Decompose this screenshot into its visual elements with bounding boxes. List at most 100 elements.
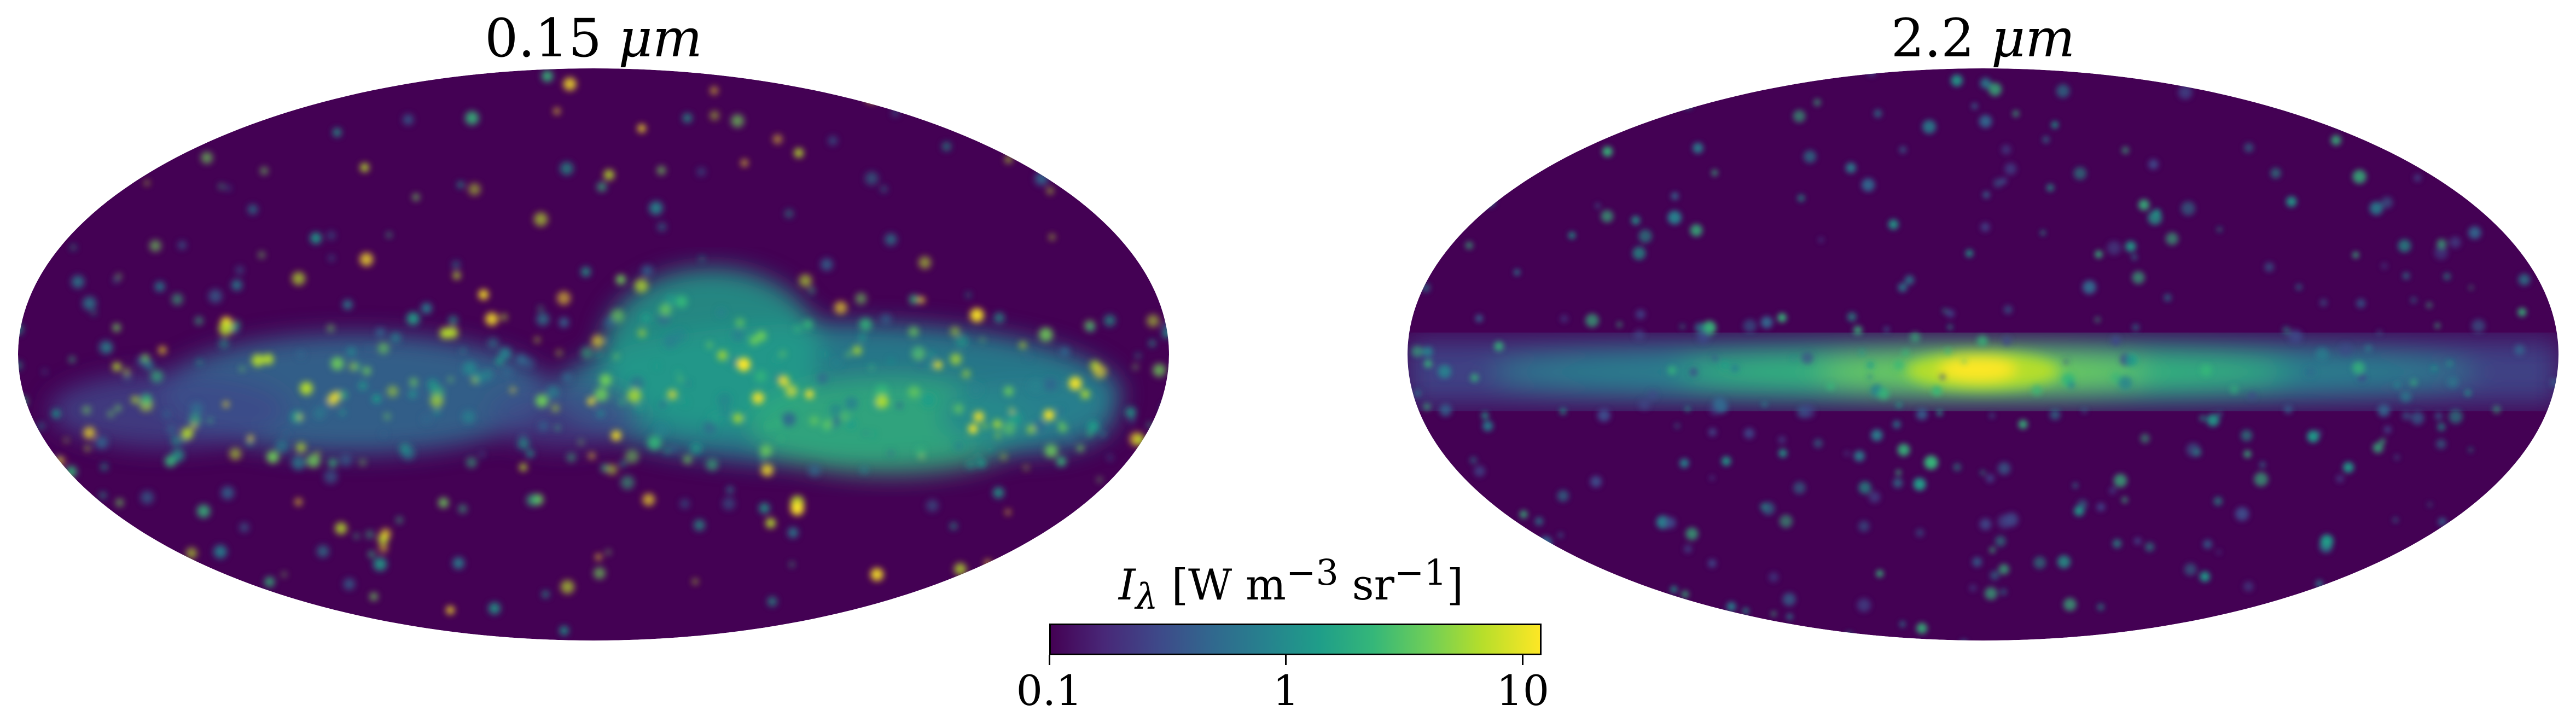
point-source [683,113,692,123]
point-source [2525,155,2532,163]
point-source [950,522,957,530]
point-source [1874,109,1882,118]
point-source [1590,476,1602,488]
point-source [2132,271,2145,284]
point-source [2388,68,2393,71]
point-source [1056,457,1066,467]
point-source [2468,226,2481,240]
colorbar-tick-label: 0.1 [1016,666,1083,715]
point-source [581,267,591,277]
point-source [2352,252,2359,258]
point-source [1813,98,1821,106]
point-source [83,427,96,439]
point-source [1412,422,1423,433]
point-source [2033,556,2046,569]
point-source [2206,413,2219,427]
point-source [1720,361,1729,370]
point-source [918,256,931,269]
point-source [330,357,344,370]
point-source [1979,518,1992,531]
point-source [131,396,139,404]
point-source [594,567,606,579]
point-source [604,317,616,328]
point-source [1899,146,1906,154]
point-source [485,312,498,326]
point-source [671,445,677,452]
point-source [1801,352,1813,364]
point-source [2118,376,2132,390]
point-source [2002,336,2012,346]
point-source [1777,313,1787,323]
point-source [2356,299,2366,308]
point-source [834,301,847,315]
point-source [1072,85,1076,90]
point-source [335,522,347,534]
point-source [2427,502,2433,507]
point-source [283,430,289,436]
point-source [365,530,374,539]
point-source [298,415,303,420]
point-source [189,414,201,427]
point-source [909,294,919,305]
point-source [1989,547,1996,553]
point-source [487,337,499,349]
point-source [831,357,842,368]
point-source [1893,478,1903,488]
point-source [2289,102,2298,110]
point-source [560,580,574,594]
point-source [149,240,161,252]
point-source [37,422,45,430]
point-source [526,450,534,457]
point-source [1979,115,1992,128]
point-source [880,313,892,325]
point-source [752,392,765,404]
point-source [782,412,796,427]
point-source [56,456,65,465]
point-source [2200,571,2210,582]
point-source [412,194,420,201]
point-source [1027,425,1036,434]
point-source [2111,336,2121,346]
colorbar-tick [1285,655,1287,665]
point-source [1683,100,1693,109]
point-source [2073,483,2078,488]
point-source [1439,404,1452,417]
point-source [765,518,776,528]
point-source [2095,251,2103,258]
point-source [828,136,838,145]
point-source [2516,573,2530,587]
point-source [2259,462,2266,468]
point-source [1778,449,1787,458]
point-source [290,411,304,423]
point-source [1869,491,1881,503]
point-source [980,337,985,343]
point-source [2316,580,2323,587]
point-source [1563,565,1571,573]
point-source [433,409,440,415]
point-source [1496,528,1503,535]
point-source [1726,602,1736,611]
point-source [2472,319,2486,333]
point-source [875,385,889,399]
point-source [1916,622,1928,634]
point-source [538,306,543,311]
point-source [479,452,485,457]
point-source [2545,95,2554,103]
point-source [557,291,571,305]
point-source [865,171,879,185]
point-source [968,424,978,434]
point-source [22,214,28,220]
point-source [2400,391,2412,403]
point-source [343,578,356,590]
point-source [597,410,604,417]
point-source [1712,354,1717,360]
point-source [1813,439,1823,448]
point-source [1762,401,1767,407]
point-source [440,328,451,339]
point-source [2383,426,2392,434]
point-source [403,114,414,125]
point-source [2334,586,2347,598]
point-source [2200,364,2212,376]
point-source [732,413,743,423]
point-source [1057,407,1063,413]
